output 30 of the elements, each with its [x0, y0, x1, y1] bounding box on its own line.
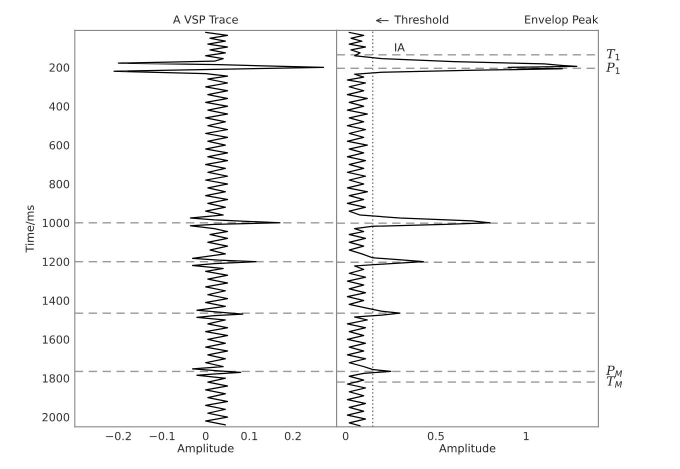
chart-title: Envelop Peak [525, 15, 598, 26]
x-tick-label: 0.1 [241, 432, 258, 440]
y-tick-label: 1400 [42, 296, 70, 305]
x-tick-label: 0 [202, 432, 208, 440]
ref-line-label: P$_{M}$ [606, 366, 622, 377]
x-axis-title: Amplitude [177, 444, 234, 455]
x-tick-label: −0.1 [150, 432, 175, 440]
y-tick-label: 800 [49, 180, 70, 188]
x-tick-label: 0.2 [284, 432, 301, 440]
y-axis-title: Time/ms [25, 205, 35, 252]
x-tick-label: 0.5 [428, 432, 444, 440]
y-tick-label: 1800 [42, 374, 70, 383]
line-series [113, 32, 324, 426]
annotation: IA [395, 43, 405, 52]
y-tick-label: 200 [50, 63, 70, 72]
y-tick-label: 600 [50, 141, 70, 150]
y-tick-label: 1200 [42, 258, 70, 266]
y-tick-label: 400 [49, 102, 70, 111]
x-tick-label: −0.2 [106, 432, 131, 440]
ref-line-label: T$_{1}$ [606, 49, 620, 60]
ref-line-label: P$_{1}$ [606, 62, 620, 74]
x-tick-label: 0 [342, 432, 348, 440]
ref-line-label: Threshold [394, 15, 448, 24]
y-tick-label: 2000 [42, 413, 70, 422]
ref-line-label: T$_{M}$ [606, 376, 622, 388]
y-tick-label: 1600 [42, 335, 70, 344]
chart-title: A VSP Trace [173, 15, 238, 24]
y-tick-label: 1000 [42, 218, 70, 228]
x-tick-label: 1 [524, 432, 529, 440]
x-axis-title: Amplitude [439, 444, 496, 455]
